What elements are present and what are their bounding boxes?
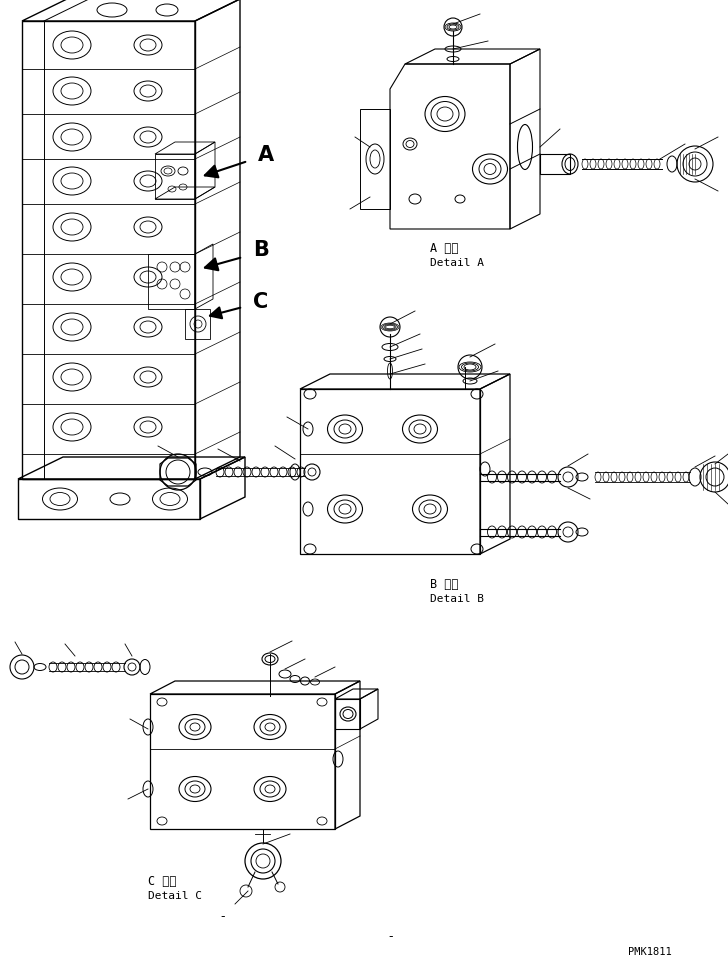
Text: C 詳細: C 詳細 (148, 875, 176, 887)
Text: Detail B: Detail B (430, 593, 484, 604)
Text: B 詳細: B 詳細 (430, 578, 459, 590)
Text: -: - (388, 929, 392, 942)
Text: Detail C: Detail C (148, 890, 202, 900)
Text: -: - (220, 909, 224, 922)
Text: Detail A: Detail A (430, 258, 484, 268)
Text: B: B (253, 239, 269, 259)
Text: A: A (258, 145, 274, 165)
Text: C: C (253, 292, 268, 311)
Text: A 詳細: A 詳細 (430, 242, 459, 255)
Text: PMK1811: PMK1811 (628, 946, 672, 956)
